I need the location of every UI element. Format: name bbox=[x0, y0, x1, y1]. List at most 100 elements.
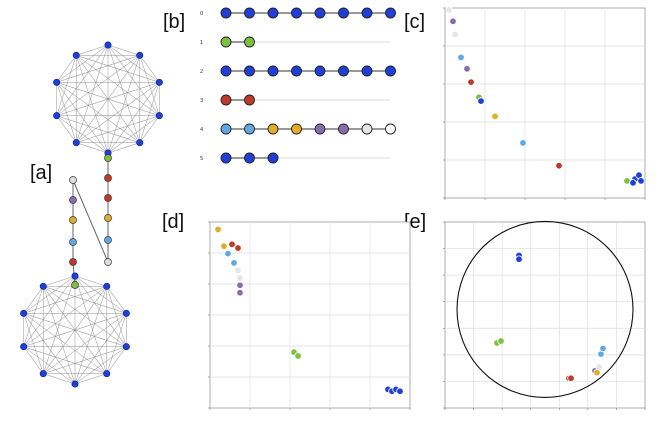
bottom-clique-node bbox=[103, 370, 111, 378]
bottom-clique-edge bbox=[106, 286, 127, 314]
chain-node bbox=[267, 152, 279, 164]
chain-node bbox=[338, 7, 349, 19]
data-point bbox=[294, 352, 302, 360]
chain-node bbox=[291, 65, 302, 77]
chain-node bbox=[220, 7, 232, 19]
path-node bbox=[69, 216, 77, 224]
path-node bbox=[71, 281, 79, 289]
panel-b-chains: 0 1 2 3 4 5 bbox=[200, 7, 396, 164]
bottom-clique-edge bbox=[43, 286, 127, 347]
chain-node bbox=[220, 36, 232, 48]
top-clique-edge bbox=[76, 55, 140, 143]
data-point bbox=[214, 225, 222, 234]
chain-node bbox=[314, 7, 326, 19]
top-clique-edge bbox=[107, 142, 140, 154]
data-point bbox=[445, 6, 453, 14]
row-index-label: 1 bbox=[200, 40, 203, 46]
chain-node bbox=[220, 94, 232, 106]
bounding-circle bbox=[456, 220, 634, 398]
bottom-clique-edge bbox=[43, 286, 107, 374]
path-node bbox=[104, 214, 112, 222]
row-index-label: 2 bbox=[200, 69, 203, 75]
data-point bbox=[224, 249, 232, 258]
top-clique-node bbox=[53, 112, 61, 120]
chain-node bbox=[385, 123, 396, 135]
path-node bbox=[69, 258, 77, 266]
panel-c-scatter bbox=[443, 6, 646, 200]
top-clique-edge bbox=[56, 115, 77, 143]
bottom-clique-edge bbox=[23, 275, 76, 347]
top-clique-node bbox=[72, 139, 80, 147]
chain-node bbox=[385, 7, 396, 19]
bottom-clique-node bbox=[20, 309, 28, 317]
path-node bbox=[104, 236, 112, 244]
top-clique-node bbox=[155, 112, 163, 120]
data-point bbox=[236, 288, 244, 297]
panel-a-label: [a] bbox=[30, 162, 53, 184]
path-node bbox=[104, 194, 112, 202]
row-index-label: 5 bbox=[200, 156, 203, 162]
top-clique-edge bbox=[75, 55, 109, 154]
data-point bbox=[457, 53, 465, 62]
data-point bbox=[491, 112, 499, 120]
top-clique-node bbox=[72, 51, 80, 59]
chain-node bbox=[361, 65, 373, 77]
bottom-clique-edge bbox=[23, 313, 44, 374]
cross-edge bbox=[72, 179, 109, 263]
bottom-clique-node bbox=[39, 370, 47, 378]
bottom-clique-edge bbox=[74, 275, 127, 347]
bottom-clique-edge bbox=[43, 373, 76, 385]
data-point bbox=[515, 255, 523, 263]
chain-node bbox=[361, 123, 373, 135]
chain-node bbox=[244, 7, 255, 19]
bottom-clique-edge bbox=[23, 346, 107, 374]
data-point bbox=[463, 65, 471, 73]
bottom-clique-edge bbox=[23, 346, 76, 385]
data-point bbox=[599, 344, 607, 353]
plot-frame bbox=[444, 221, 646, 409]
row-index-label: 0 bbox=[200, 11, 203, 17]
bottom-clique-edge bbox=[23, 313, 76, 385]
bottom-clique-edge bbox=[74, 275, 107, 287]
top-clique-edge bbox=[107, 82, 160, 154]
panel-e-scatter bbox=[443, 220, 646, 410]
data-point bbox=[593, 368, 601, 377]
bottom-clique-node bbox=[122, 309, 130, 317]
top-clique-edge bbox=[76, 142, 109, 154]
bottom-clique-node bbox=[71, 380, 79, 388]
bottom-clique-edge bbox=[23, 286, 107, 314]
top-clique-edge bbox=[76, 44, 109, 56]
path-node bbox=[69, 238, 77, 246]
top-clique-edge bbox=[139, 115, 160, 143]
top-clique-edge bbox=[56, 44, 109, 116]
top-clique-edge bbox=[56, 115, 140, 143]
chain-node bbox=[291, 7, 302, 19]
top-clique-node bbox=[155, 78, 163, 86]
data-point bbox=[449, 17, 457, 25]
data-point bbox=[567, 374, 575, 382]
chain-node bbox=[314, 123, 326, 135]
top-clique-edge bbox=[56, 55, 140, 83]
bottom-clique-node bbox=[20, 343, 28, 351]
bottom-clique-edge bbox=[23, 346, 44, 374]
data-point bbox=[623, 177, 631, 185]
data-point bbox=[477, 97, 485, 105]
path-node bbox=[104, 174, 112, 182]
top-clique-node bbox=[53, 78, 61, 86]
path-node bbox=[69, 176, 77, 184]
top-clique-edge bbox=[56, 82, 109, 154]
bottom-clique-edge bbox=[74, 373, 107, 385]
bottom-clique-edge bbox=[74, 313, 127, 385]
chain-node bbox=[267, 7, 279, 19]
chain-node bbox=[220, 152, 232, 164]
panel-d-label: [d] bbox=[162, 211, 185, 233]
top-clique-edge bbox=[76, 55, 160, 116]
bottom-clique-edge bbox=[23, 286, 44, 314]
chain-node bbox=[338, 123, 349, 135]
bottom-clique-edge bbox=[43, 346, 127, 374]
top-clique-edge bbox=[56, 82, 140, 143]
bottom-clique-node bbox=[122, 343, 130, 351]
top-clique-node bbox=[136, 139, 144, 147]
top-clique-edge bbox=[56, 55, 77, 83]
